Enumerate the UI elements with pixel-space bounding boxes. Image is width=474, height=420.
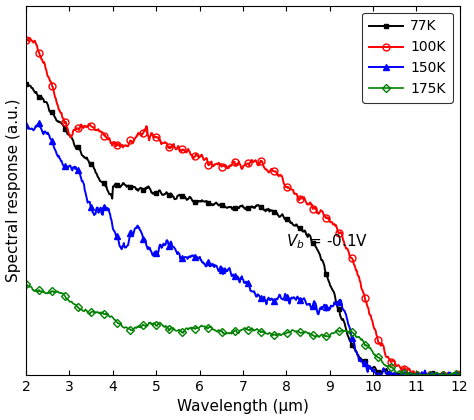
175K — [350, 330, 356, 335]
150K — [220, 272, 226, 277]
77K — [135, 188, 140, 193]
77K — [219, 204, 225, 209]
150K — [36, 121, 42, 126]
100K — [220, 164, 226, 169]
175K — [313, 333, 319, 339]
100K — [457, 370, 463, 375]
77K — [313, 244, 319, 249]
100K — [413, 373, 419, 378]
150K — [374, 373, 379, 378]
175K — [135, 324, 140, 329]
77K — [400, 373, 405, 378]
150K — [136, 225, 141, 230]
Y-axis label: Spectral response (a.u.): Spectral response (a.u.) — [6, 99, 20, 282]
175K — [279, 332, 284, 337]
150K — [313, 304, 319, 309]
150K — [457, 373, 463, 378]
175K — [219, 329, 225, 334]
77K — [279, 213, 284, 218]
100K — [27, 35, 33, 40]
175K — [100, 310, 106, 315]
77K — [23, 81, 29, 87]
Line: 100K: 100K — [23, 34, 463, 378]
Line: 150K: 150K — [23, 120, 463, 378]
Line: 175K: 175K — [24, 281, 462, 378]
175K — [411, 373, 417, 378]
77K — [100, 179, 106, 184]
Text: $V_b$ = -0.1V: $V_b$ = -0.1V — [286, 233, 368, 251]
100K — [100, 132, 106, 137]
150K — [100, 205, 106, 210]
150K — [350, 338, 356, 343]
100K — [23, 37, 29, 42]
X-axis label: Wavelength (μm): Wavelength (μm) — [177, 399, 309, 415]
175K — [457, 371, 463, 376]
100K — [350, 259, 356, 264]
100K — [313, 207, 319, 212]
150K — [280, 297, 285, 302]
Legend: 77K, 100K, 150K, 175K: 77K, 100K, 150K, 175K — [362, 13, 453, 103]
77K — [457, 373, 463, 378]
100K — [136, 130, 141, 135]
100K — [280, 175, 285, 180]
175K — [23, 281, 29, 286]
150K — [23, 123, 29, 128]
77K — [350, 342, 356, 347]
Line: 77K: 77K — [24, 81, 462, 378]
